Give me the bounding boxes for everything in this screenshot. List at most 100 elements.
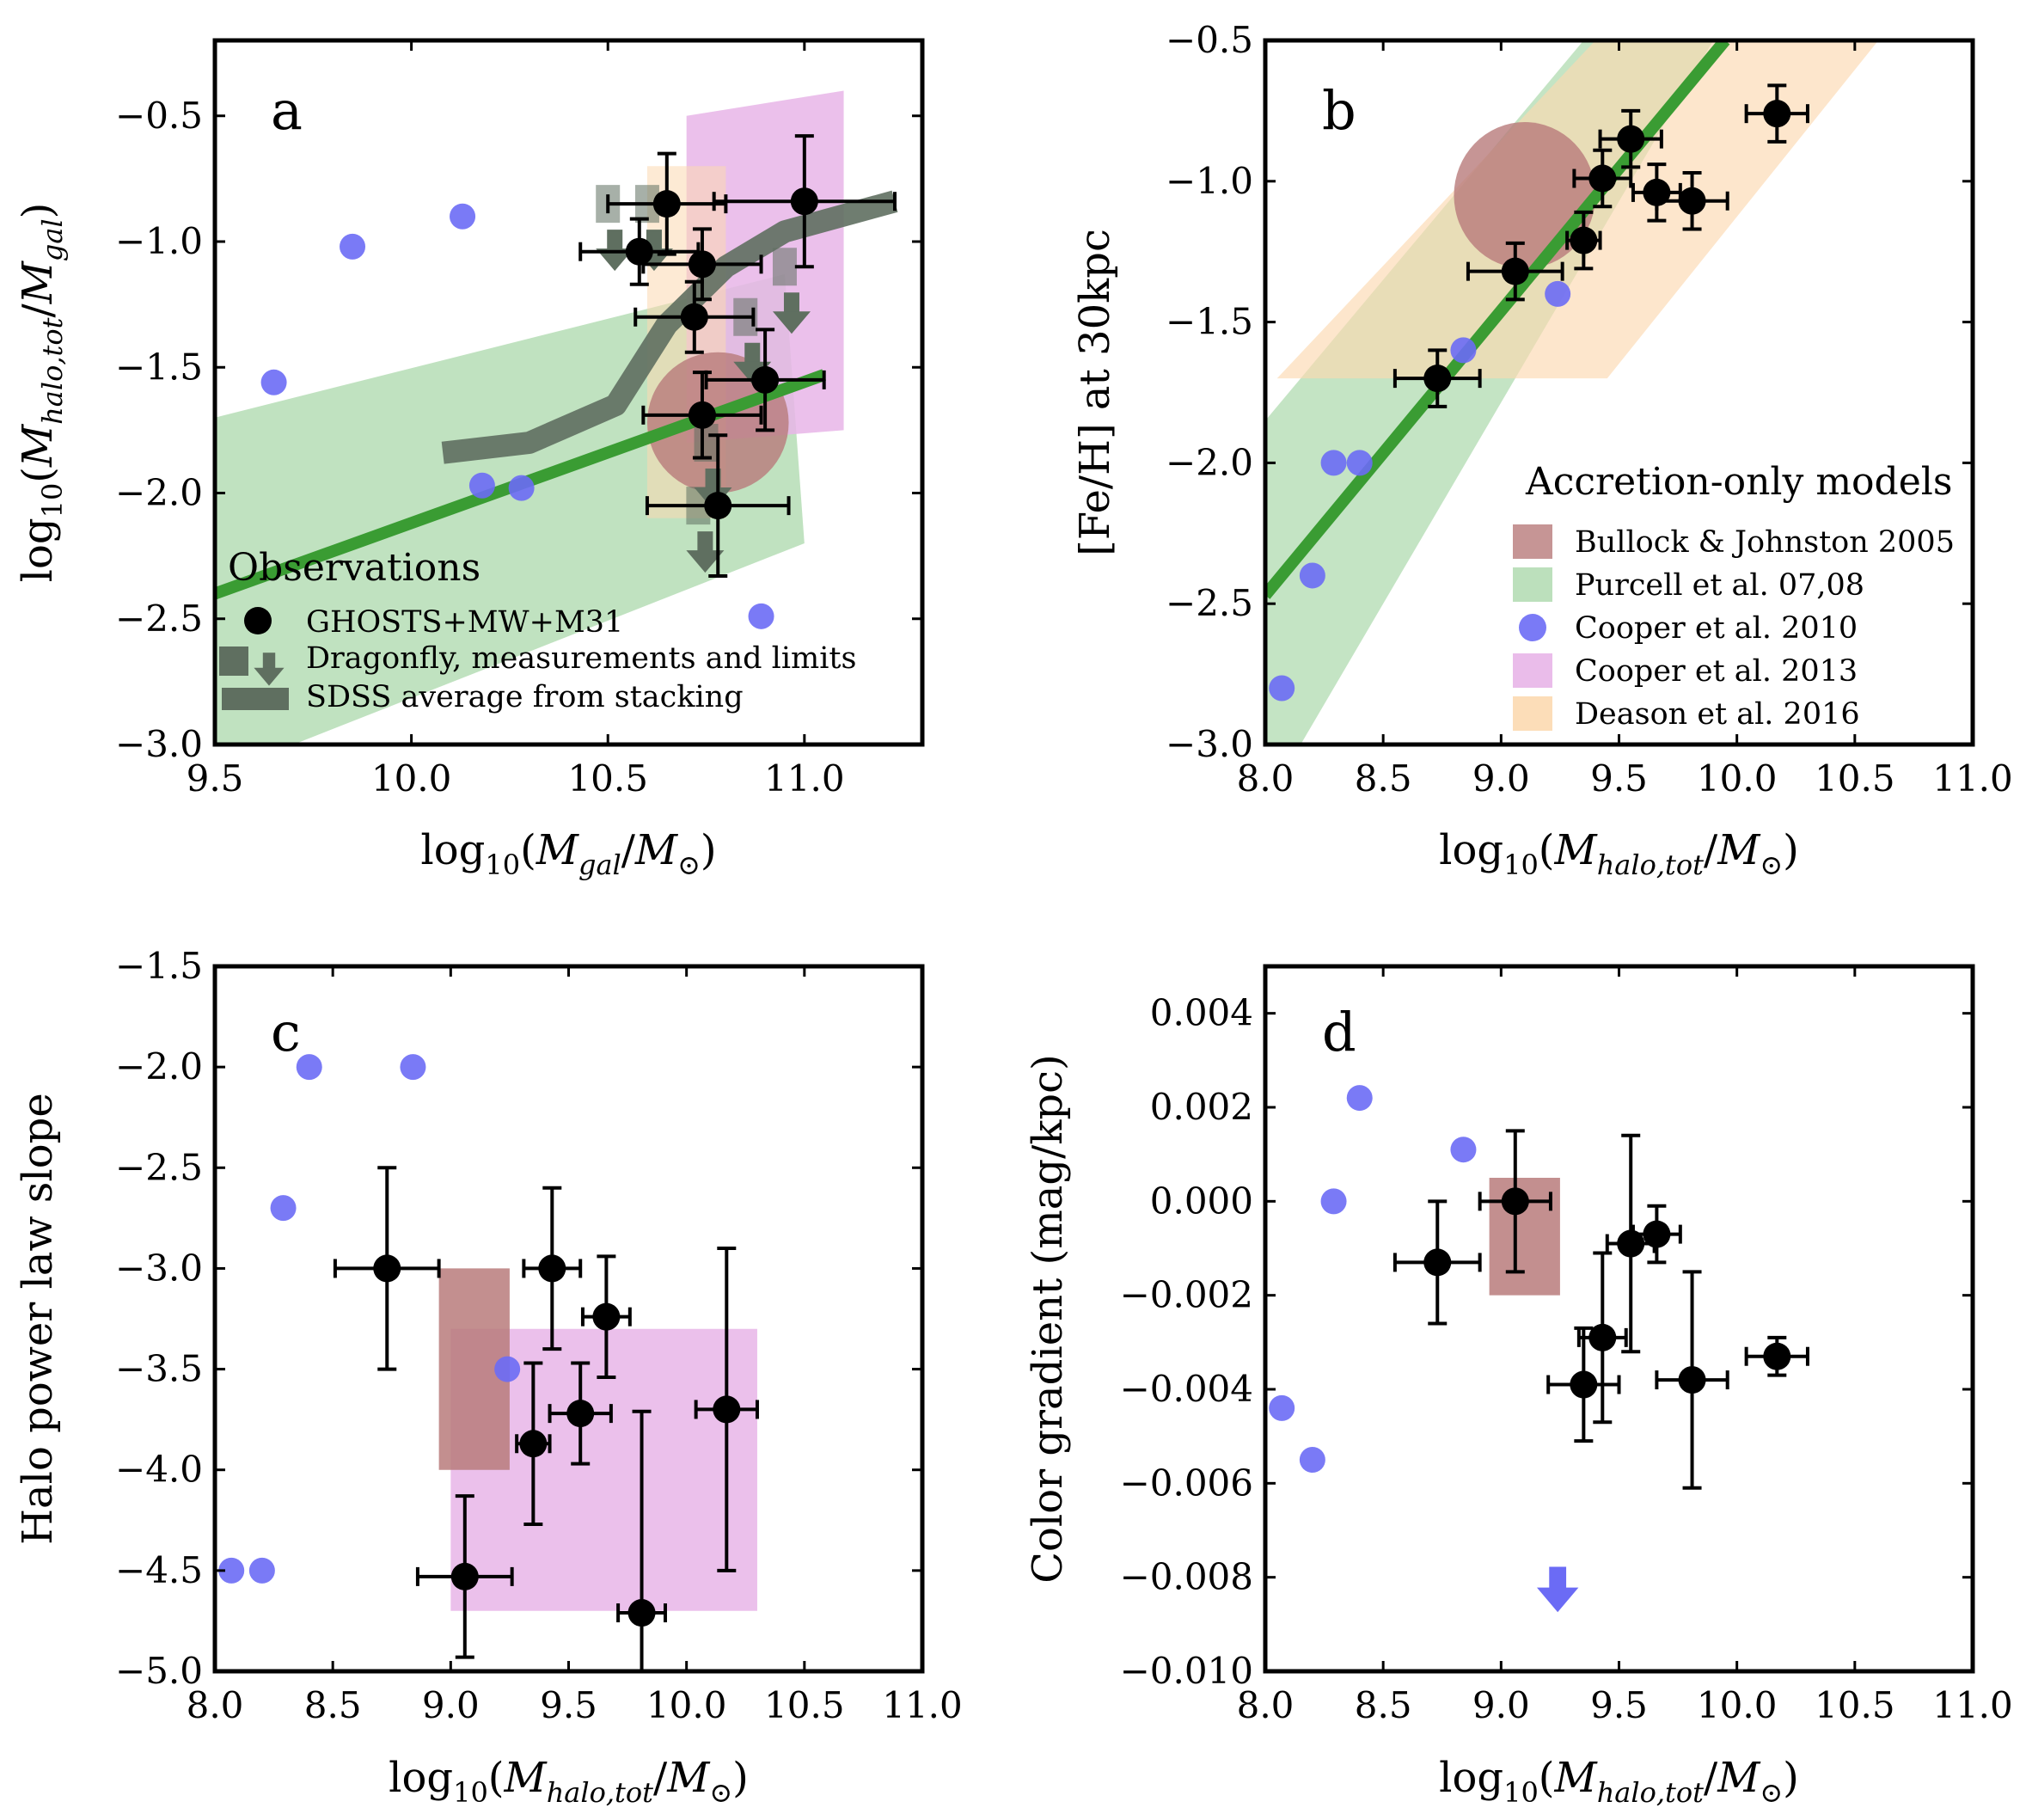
observation-marker xyxy=(538,1254,566,1283)
legend-swatch xyxy=(1519,614,1546,641)
dragonfly-measurement xyxy=(694,424,719,462)
observation-marker xyxy=(592,1302,621,1331)
label-part: M xyxy=(14,260,62,304)
observation-point xyxy=(694,1247,759,1572)
x-tick-label: 11.0 xyxy=(882,1684,963,1726)
x-tick-label: 11.0 xyxy=(1932,757,2013,800)
arrow-shaft xyxy=(262,653,276,670)
observation-point xyxy=(616,1409,667,1671)
label-part: 10 xyxy=(36,483,69,518)
observation-point xyxy=(641,227,763,302)
x-tick-label: 8.0 xyxy=(1237,1684,1295,1726)
panel-d-plot-area xyxy=(1269,1085,1809,1613)
label-part: / xyxy=(1704,826,1718,874)
cooper2010-point xyxy=(1346,450,1373,476)
x-tick-label: 9.5 xyxy=(540,1684,597,1726)
label-part: log xyxy=(420,826,485,874)
y-tick-label: −2.5 xyxy=(115,597,203,640)
observation-marker xyxy=(1678,1366,1706,1394)
y-tick-label: −3.0 xyxy=(115,723,203,765)
observation-point xyxy=(1655,1270,1729,1490)
observation-point xyxy=(641,371,763,460)
label-part: ⊙ xyxy=(1760,849,1783,881)
observation-marker xyxy=(1643,1220,1671,1248)
observation-point xyxy=(712,134,897,269)
legend-item: Deason et al. 2016 xyxy=(1575,697,1860,732)
legend: Accretion-only models Bullock & Johnston … xyxy=(1513,460,1955,732)
cooper2010-point xyxy=(218,1557,245,1584)
label-part: M xyxy=(1554,826,1599,874)
observation-marker xyxy=(1423,365,1452,393)
legend-swatch xyxy=(1513,696,1552,731)
observation-marker xyxy=(1501,1187,1529,1216)
panel-c-plot-area xyxy=(218,1054,759,1671)
y-axis-title: Color gradient (mag/kpc) xyxy=(1024,1054,1072,1584)
cooper2010-point xyxy=(1269,1394,1295,1421)
y-tick-label: −2.0 xyxy=(115,1045,203,1088)
label-part: M xyxy=(634,826,679,874)
cooper2010-point xyxy=(1320,1188,1347,1215)
label-part: ( xyxy=(520,826,536,874)
label-part: M xyxy=(1717,826,1761,874)
observation-marker xyxy=(1588,164,1617,193)
x-tick-label: 9.5 xyxy=(187,757,244,800)
x-tick-label: 8.5 xyxy=(1355,757,1412,800)
y-tick-label: −0.010 xyxy=(1120,1650,1253,1692)
x-tick-label: 11.0 xyxy=(764,757,845,800)
label-part: ( xyxy=(14,467,62,483)
observation-marker xyxy=(1423,1248,1452,1277)
x-tick-label: 10.0 xyxy=(1697,1684,1778,1726)
observation-point xyxy=(415,1494,514,1659)
observation-marker xyxy=(625,237,653,266)
panel-b: 8.0 8.5 9.0 9.5 10.0 10.5 11.0 −3.0 −2.5 −2.0 −1.5… xyxy=(1071,19,2013,881)
y-tick-label: 0.002 xyxy=(1150,1086,1253,1128)
observation-point xyxy=(1546,1326,1621,1443)
observation-point xyxy=(548,1361,613,1466)
legend-item: Purcell et al. 07,08 xyxy=(1575,568,1864,603)
x-tick-label: 9.5 xyxy=(1590,757,1648,800)
panel-label: a xyxy=(271,79,303,142)
x-tick-label: 10.5 xyxy=(764,1684,845,1726)
y-tick-label: −0.004 xyxy=(1120,1368,1253,1410)
y-tick-label: −2.5 xyxy=(115,1146,203,1188)
observation-point xyxy=(1572,148,1633,209)
x-tick-label: 10.5 xyxy=(1815,757,1895,800)
label-part: log xyxy=(14,518,62,582)
x-tick-label: 9.0 xyxy=(1472,757,1530,800)
label-part: log xyxy=(1439,1754,1503,1802)
label-part: M xyxy=(536,826,580,874)
label-part: ) xyxy=(1783,826,1799,874)
x-tick-label: 8.0 xyxy=(187,1684,244,1726)
label-part: ⊙ xyxy=(1760,1776,1783,1809)
cooper2010-point xyxy=(260,369,287,395)
label-part: log xyxy=(1439,826,1503,874)
arrow-shaft xyxy=(697,531,713,553)
label-part: ⊙ xyxy=(709,1776,732,1809)
observation-point xyxy=(1631,1204,1682,1265)
legend-swatch xyxy=(1513,653,1552,688)
label-part: halo,tot xyxy=(1597,1776,1704,1809)
label-part: ) xyxy=(732,1754,749,1802)
cooper2010-limit-arrow xyxy=(1536,1566,1579,1613)
observation-point xyxy=(1478,1129,1552,1274)
x-tick-label: 8.5 xyxy=(1355,1684,1412,1726)
x-axis-title: log10(Mhalo,tot/M⊙) xyxy=(1439,826,1799,881)
dragonfly-limit-arrow xyxy=(772,292,811,334)
panel-a-plot-area xyxy=(215,90,898,745)
observation-marker xyxy=(1617,125,1645,153)
arrow-head xyxy=(772,311,811,334)
y-tick-label: −5.0 xyxy=(115,1650,203,1692)
observation-marker xyxy=(688,250,716,279)
y-tick-label: −0.5 xyxy=(1166,19,1253,61)
x-tick-label: 8.5 xyxy=(304,1684,362,1726)
y-tick-label: −2.0 xyxy=(1166,441,1253,483)
observation-marker xyxy=(652,190,681,218)
observation-point xyxy=(580,1254,632,1379)
y-axis-title: [Fe/H] at 30kpc xyxy=(1071,229,1119,556)
cooper2010-point xyxy=(748,603,774,629)
cooper2010-point xyxy=(494,1356,521,1382)
label-part: gal xyxy=(578,849,621,881)
y-tick-label: 0.004 xyxy=(1150,992,1253,1034)
legend-item: GHOSTS+MW+M31 xyxy=(306,605,623,640)
